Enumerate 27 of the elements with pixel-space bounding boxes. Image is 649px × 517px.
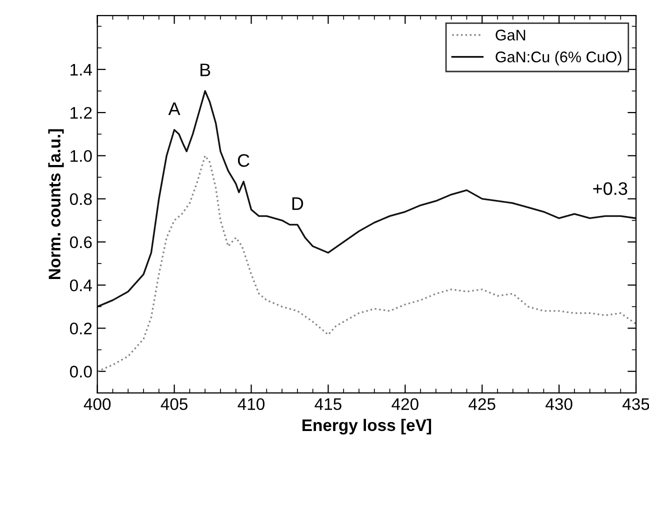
y-tick-label: 1.2 (70, 106, 92, 119)
x-tick-label: 420 (392, 398, 418, 410)
line-series (97, 154, 636, 372)
y-tick-label: 0.0 (70, 366, 92, 378)
x-axis-title: Energy loss [eV] (302, 418, 432, 434)
annotation: B (200, 64, 210, 76)
x-tick-label: 410 (238, 398, 265, 410)
y-axis-title: Norm. counts [a.u.] (48, 129, 64, 280)
y-tick-label: 0.6 (70, 236, 92, 248)
annotation: +0.3 (593, 182, 628, 195)
x-tick-label: 425 (468, 398, 496, 410)
annotation: D (292, 197, 304, 210)
y-tick-label: 1.0 (70, 150, 92, 162)
x-tick-label: 400 (84, 398, 111, 410)
x-tick-label: 435 (622, 398, 649, 410)
legend-label: GaN (496, 30, 526, 40)
x-tick-label: 405 (160, 398, 188, 410)
y-tick-label: 0.4 (70, 279, 92, 292)
y-tick-label: 0.2 (70, 322, 92, 334)
annotation: C (238, 154, 250, 167)
x-tick-label: 415 (314, 398, 342, 410)
line-series (97, 90, 636, 308)
y-tick-label: 0.8 (70, 193, 92, 206)
y-tick-label: 1.4 (70, 64, 92, 76)
annotation: A (168, 102, 180, 115)
x-tick-label: 430 (546, 398, 572, 410)
legend-label: GaN:Cu (6% CuO) (496, 51, 622, 66)
